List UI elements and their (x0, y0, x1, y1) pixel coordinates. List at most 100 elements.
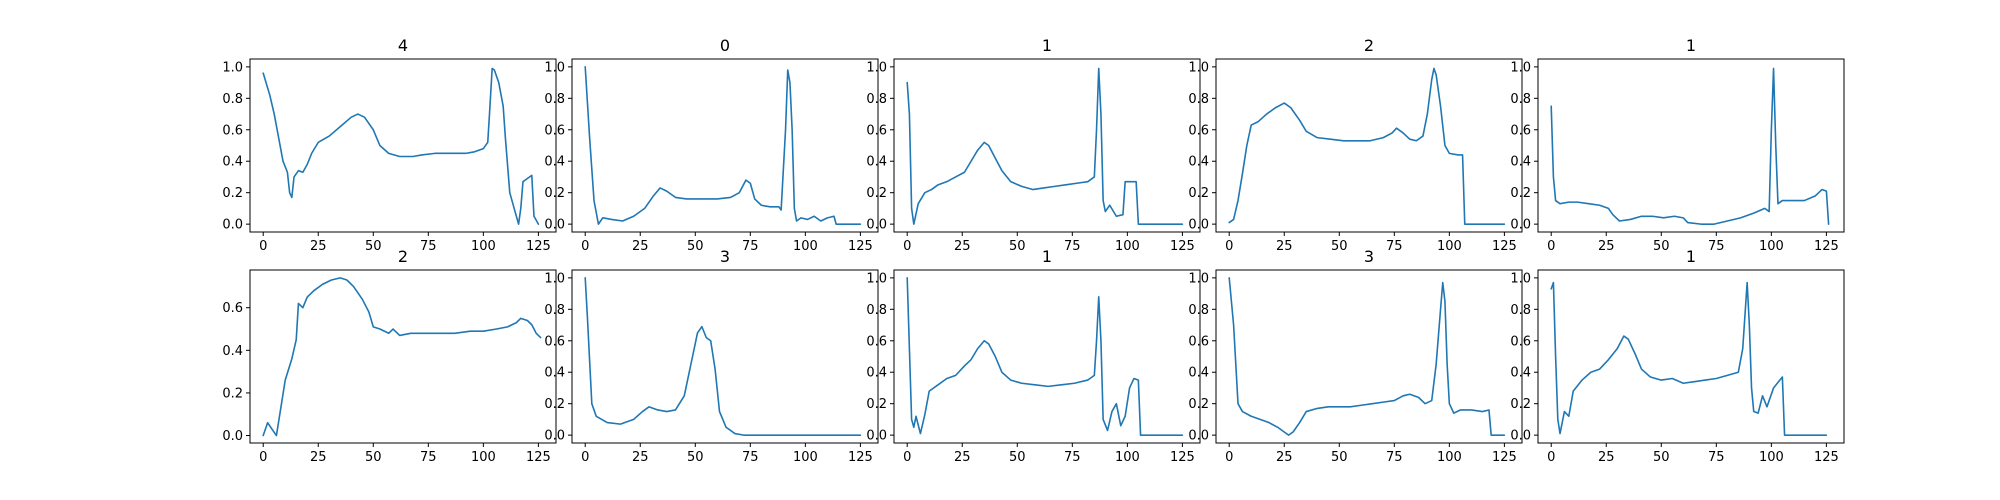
x-tick-label: 50 (365, 450, 382, 465)
axes-frame (1215, 58, 1523, 233)
x-tick-label: 0 (1225, 239, 1233, 254)
y-tick-label: 0.2 (222, 186, 243, 201)
y-tick-label: 0.8 (866, 303, 887, 318)
x-tick-label: 75 (420, 239, 437, 254)
y-tick-label: 0.0 (1188, 429, 1209, 444)
y-tick-label: 1.0 (544, 60, 565, 75)
series-line (1228, 277, 1506, 436)
y-tick-label: 0.0 (222, 429, 243, 444)
x-tick-label: 0 (581, 450, 589, 465)
subplot-3: 1 0 25 50 75 100 125 0.0 0.2 0.4 0.6 0.8 1.0 (866, 36, 1201, 254)
x-tick-label: 75 (742, 239, 759, 254)
x-tick-label: 0 (1225, 450, 1233, 465)
y-tick-label: 1.0 (222, 60, 243, 75)
x-tick-label: 50 (1009, 450, 1026, 465)
y-tick-label: 0.2 (1188, 397, 1209, 412)
x-tick-label: 50 (1331, 239, 1348, 254)
x-tick-label: 125 (1492, 239, 1517, 254)
y-tick-label: 0.6 (866, 334, 887, 349)
y-tick-label: 0.4 (222, 344, 243, 359)
y-tick-label: 0.0 (544, 429, 565, 444)
y-tick-label: 0.2 (866, 397, 887, 412)
y-tick-label: 0.6 (222, 301, 243, 316)
x-tick-label: 0 (1547, 239, 1555, 254)
x-tick-label: 25 (310, 450, 327, 465)
y-tick-label: 1.0 (866, 60, 887, 75)
y-tick-label: 0.0 (1188, 218, 1209, 233)
subplot-7: 3 0 25 50 75 100 125 0.0 0.2 0.4 0.6 0.8 1.0 (544, 247, 879, 465)
x-tick-label: 125 (1814, 450, 1839, 465)
axes-frame (571, 58, 879, 233)
subplot-title: 3 (1364, 247, 1374, 266)
y-tick-label: 0.4 (222, 155, 243, 170)
series-line (1550, 67, 1830, 225)
axes-frame (1537, 58, 1845, 233)
x-tick-label: 125 (848, 239, 873, 254)
y-tick-label: 0.6 (1510, 334, 1531, 349)
x-tick-label: 125 (1170, 239, 1195, 254)
y-tick-label: 0.8 (1188, 303, 1209, 318)
y-tick-label: 1.0 (1510, 271, 1531, 286)
y-tick-label: 0.8 (222, 92, 243, 107)
subplot-title: 1 (1686, 36, 1696, 55)
x-tick-label: 50 (1653, 239, 1670, 254)
subplot-1: 4 0 25 50 75 100 125 0.0 0.2 0.4 0.6 0.8 1.0 (222, 36, 557, 254)
y-tick-label: 0.8 (544, 303, 565, 318)
y-tick-label: 0.8 (866, 92, 887, 107)
subplot-title: 0 (720, 36, 730, 55)
subplot-5: 1 0 25 50 75 100 125 0.0 0.2 0.4 0.6 0.8 1.0 (1510, 36, 1845, 254)
y-tick-label: 0.6 (222, 123, 243, 138)
y-tick-label: 1.0 (1188, 60, 1209, 75)
y-tick-label: 0.0 (1510, 218, 1531, 233)
subplot-6: 2 0 25 50 75 100 125 0.0 0.2 0.4 0.6 (222, 247, 557, 465)
y-tick-label: 0.8 (1510, 92, 1531, 107)
x-tick-label: 125 (1492, 450, 1517, 465)
series-line (906, 67, 1184, 225)
x-tick-label: 0 (259, 450, 267, 465)
subplot-title: 4 (398, 36, 408, 55)
y-tick-label: 0.6 (1510, 123, 1531, 138)
subplot-title: 1 (1042, 36, 1052, 55)
y-tick-label: 0.6 (1188, 123, 1209, 138)
series-line (1550, 281, 1828, 436)
x-tick-label: 100 (793, 450, 818, 465)
x-tick-label: 50 (687, 239, 704, 254)
y-tick-label: 0.4 (866, 366, 887, 381)
x-tick-label: 25 (1598, 239, 1615, 254)
x-tick-label: 50 (365, 239, 382, 254)
series-line (262, 67, 540, 225)
subplot-10: 1 0 25 50 75 100 125 0.0 0.2 0.4 0.6 0.8 1.0 (1510, 247, 1845, 465)
x-tick-label: 125 (526, 450, 551, 465)
x-tick-label: 100 (471, 239, 496, 254)
axes-frame (571, 269, 879, 444)
x-tick-label: 25 (632, 239, 649, 254)
x-tick-label: 75 (742, 450, 759, 465)
x-tick-label: 25 (1276, 239, 1293, 254)
y-tick-label: 0.4 (866, 155, 887, 170)
x-tick-label: 50 (1331, 450, 1348, 465)
x-tick-label: 75 (1064, 450, 1081, 465)
x-tick-label: 50 (687, 450, 704, 465)
y-tick-label: 0.2 (544, 397, 565, 412)
y-tick-label: 0.6 (866, 123, 887, 138)
y-tick-label: 0.8 (1510, 303, 1531, 318)
x-tick-label: 0 (903, 239, 911, 254)
x-tick-label: 125 (848, 450, 873, 465)
y-tick-label: 0.4 (1510, 366, 1531, 381)
y-tick-label: 0.4 (1510, 155, 1531, 170)
x-tick-label: 25 (310, 239, 327, 254)
y-tick-label: 0.0 (866, 429, 887, 444)
y-tick-label: 0.2 (222, 386, 243, 401)
y-tick-label: 0.2 (1510, 186, 1531, 201)
x-tick-label: 25 (954, 239, 971, 254)
subplot-title: 3 (720, 247, 730, 266)
x-tick-label: 75 (420, 450, 437, 465)
x-tick-label: 125 (1170, 450, 1195, 465)
x-tick-label: 25 (1276, 450, 1293, 465)
y-tick-label: 1.0 (866, 271, 887, 286)
y-tick-label: 0.6 (544, 334, 565, 349)
x-tick-label: 25 (632, 450, 649, 465)
y-tick-label: 0.0 (1510, 429, 1531, 444)
x-tick-label: 0 (903, 450, 911, 465)
x-tick-label: 75 (1386, 239, 1403, 254)
